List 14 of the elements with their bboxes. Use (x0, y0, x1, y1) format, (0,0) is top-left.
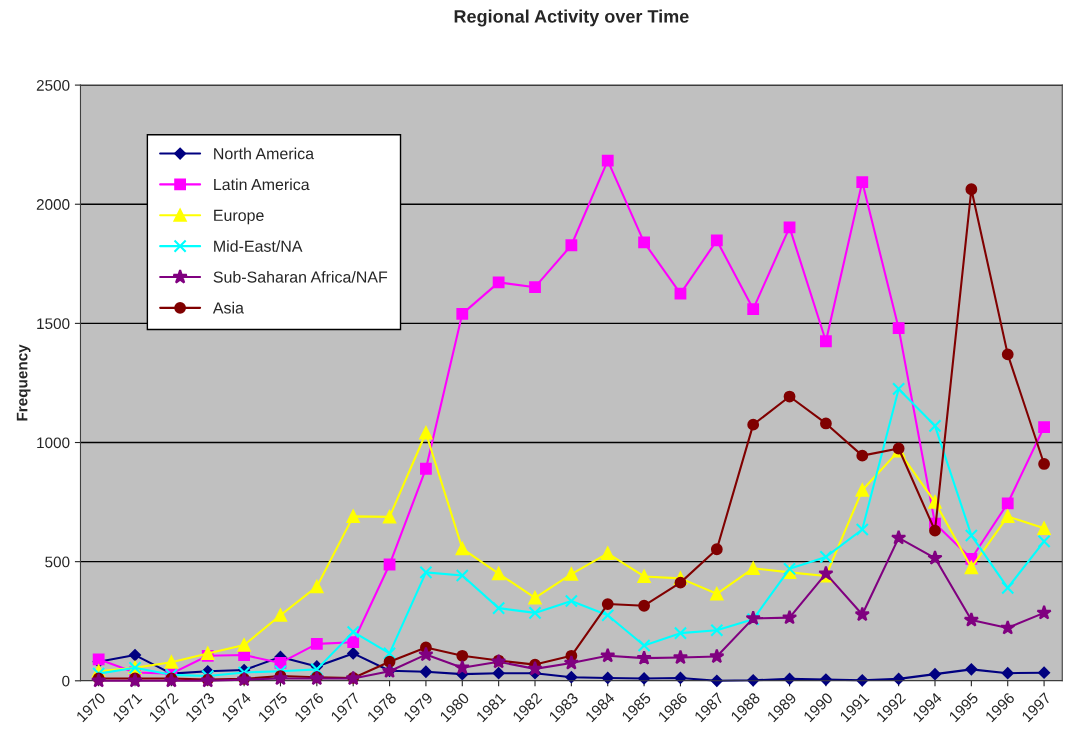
chart-title: Regional Activity over Time (454, 9, 689, 27)
legend-label: Sub-Saharan Africa/NAF (213, 271, 388, 283)
y-tick-label: 0 (62, 675, 70, 687)
legend-label: Mid-East/NA (214, 240, 303, 252)
y-tick-label: 1500 (37, 318, 70, 330)
legend-label: Europe (214, 209, 264, 225)
y-tick-label: 500 (45, 556, 70, 568)
legend-label: Latin America (214, 178, 310, 191)
y-tick-label: 2500 (36, 79, 70, 91)
legend-label: North America (214, 147, 315, 160)
y-tick-label: 2000 (36, 199, 70, 210)
y-tick-label: 1000 (37, 437, 70, 449)
legend-label: Asia (212, 301, 244, 314)
y-axis-title: Frequency (16, 344, 31, 421)
